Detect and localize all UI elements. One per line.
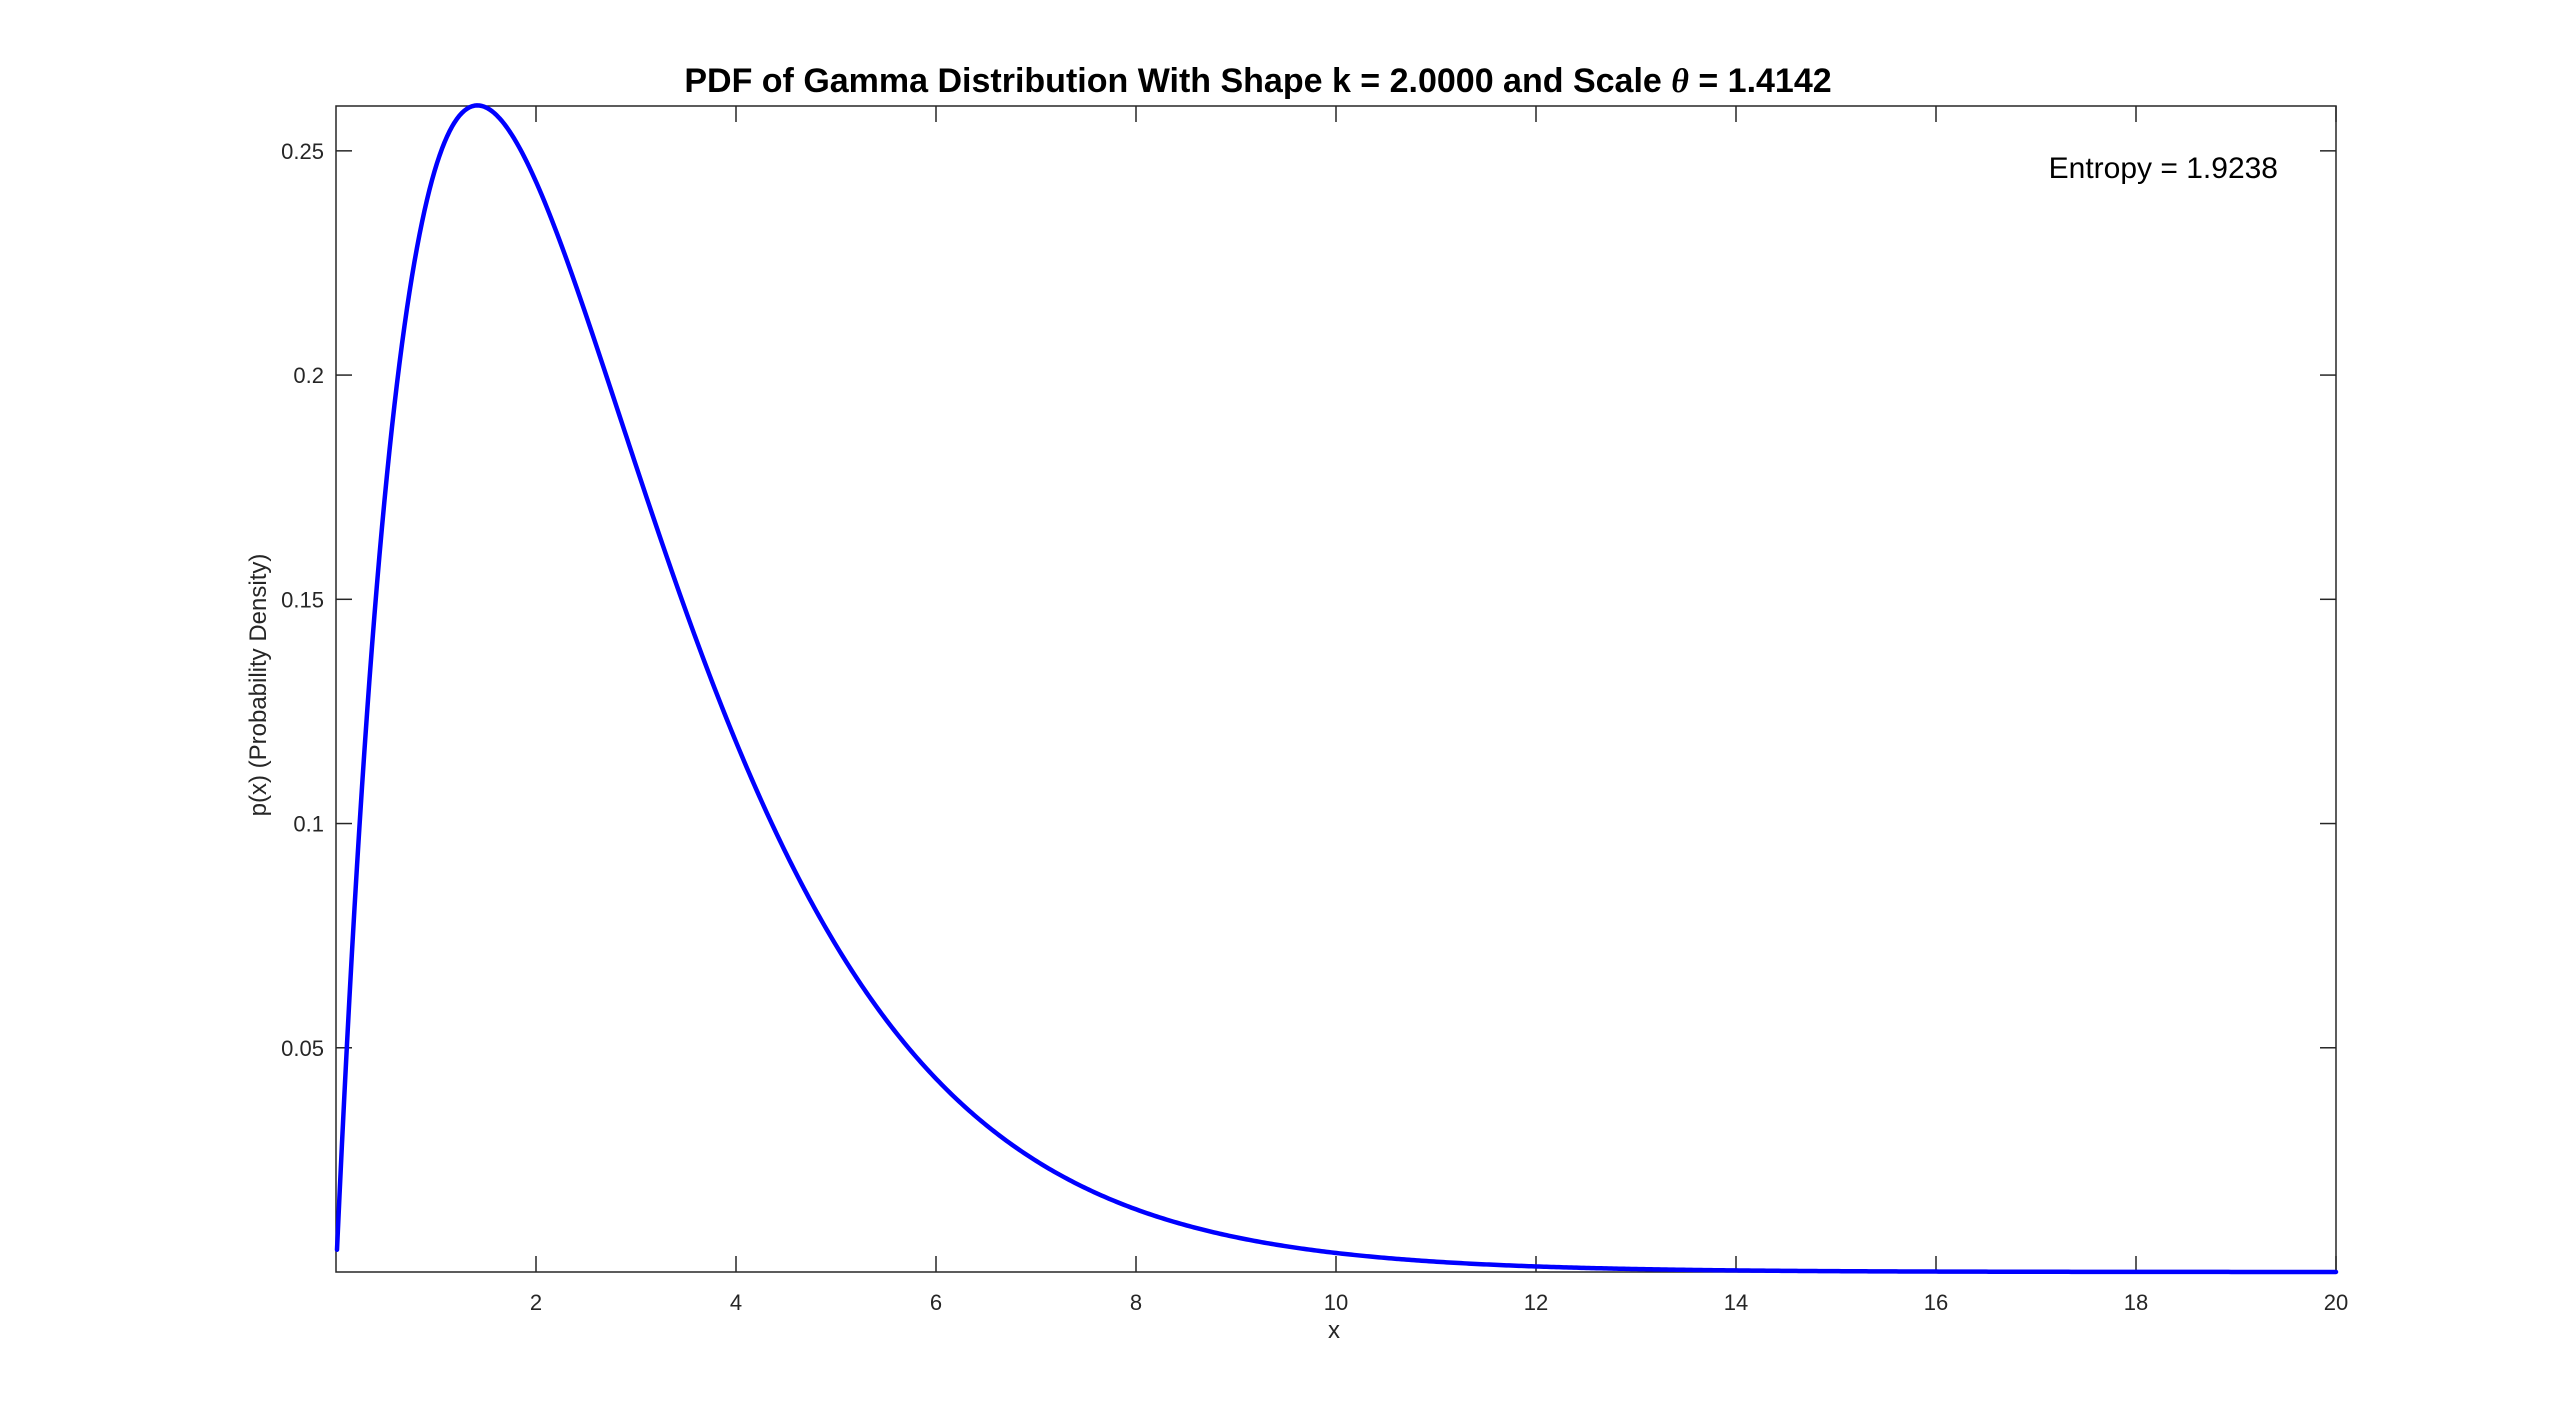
- x-tick-label: 20: [2324, 1290, 2348, 1315]
- y-tick-label: 0.25: [281, 139, 324, 164]
- x-tick-label: 8: [1130, 1290, 1142, 1315]
- x-tick-label: 2: [530, 1290, 542, 1315]
- x-axis-label: x: [1328, 1317, 1340, 1344]
- x-tick-label: 4: [730, 1290, 742, 1315]
- x-tick-label: 6: [930, 1290, 942, 1315]
- y-tick-labels: 0.05 0.1 0.15 0.2 0.25: [281, 139, 324, 1061]
- x-tick-label: 12: [1524, 1290, 1548, 1315]
- y-tick-label: 0.15: [281, 587, 324, 612]
- pdf-curve-line: [334, 103, 2339, 1275]
- y-tick-label: 0.05: [281, 1036, 324, 1061]
- entropy-annotation: Entropy = 1.9238: [2049, 152, 2278, 185]
- x-tick-label: 18: [2124, 1290, 2148, 1315]
- axis-ticks: [336, 106, 2337, 1272]
- x-tick-label: 16: [1924, 1290, 1948, 1315]
- x-tick-labels: 2 4 6 8 10 12 14 16 18 20: [530, 1290, 2348, 1315]
- y-tick-label: 0.1: [293, 812, 324, 837]
- title-theta-symbol: θ: [1671, 63, 1689, 100]
- chart-title: PDF of Gamma Distribution With Shape k =…: [684, 62, 1831, 100]
- y-axis-label: p(x) (Probability Density): [245, 554, 272, 817]
- x-tick-label: 10: [1324, 1290, 1348, 1315]
- plot-area-frame: [335, 105, 2337, 1273]
- x-tick-label: 14: [1724, 1290, 1748, 1315]
- title-suffix: = 1.4142: [1689, 62, 1832, 100]
- title-prefix: PDF of Gamma Distribution With Shape k =…: [684, 62, 1671, 100]
- y-tick-label: 0.2: [293, 363, 324, 388]
